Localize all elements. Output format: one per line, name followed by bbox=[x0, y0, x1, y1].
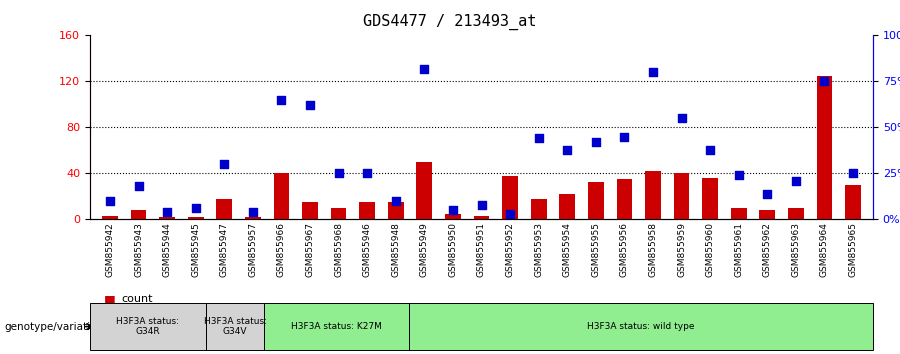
Text: percentile rank within the sample: percentile rank within the sample bbox=[122, 312, 310, 322]
Point bbox=[331, 171, 346, 176]
Bar bbox=[731, 208, 746, 219]
Point bbox=[160, 209, 175, 215]
Point bbox=[846, 171, 860, 176]
Point bbox=[732, 172, 746, 178]
Bar bbox=[702, 178, 718, 219]
Text: genotype/variation: genotype/variation bbox=[4, 321, 104, 332]
Bar bbox=[788, 208, 804, 219]
Bar bbox=[90, 303, 206, 350]
Bar bbox=[473, 216, 490, 219]
Bar bbox=[531, 199, 546, 219]
Point bbox=[503, 211, 517, 217]
Bar bbox=[188, 217, 203, 219]
Bar bbox=[560, 194, 575, 219]
Point bbox=[560, 147, 574, 152]
Bar bbox=[331, 208, 346, 219]
Point bbox=[131, 183, 146, 189]
Point bbox=[532, 136, 546, 141]
Text: H3F3A status:
G34V: H3F3A status: G34V bbox=[203, 317, 266, 336]
Bar bbox=[217, 199, 232, 219]
Bar bbox=[502, 176, 518, 219]
Point bbox=[246, 209, 260, 215]
Text: count: count bbox=[122, 294, 153, 304]
Point bbox=[674, 115, 688, 121]
Text: ■: ■ bbox=[104, 293, 115, 306]
Point bbox=[188, 206, 202, 211]
Point bbox=[646, 69, 661, 75]
Bar bbox=[616, 179, 632, 219]
Point bbox=[360, 171, 374, 176]
Bar bbox=[845, 185, 861, 219]
Bar bbox=[417, 162, 432, 219]
Point bbox=[589, 139, 603, 145]
Point bbox=[617, 134, 632, 139]
Bar bbox=[674, 173, 689, 219]
Bar bbox=[274, 173, 289, 219]
Point bbox=[274, 97, 289, 103]
Text: ■: ■ bbox=[104, 310, 115, 323]
Point bbox=[760, 191, 775, 196]
Bar bbox=[302, 202, 318, 219]
Bar bbox=[816, 76, 833, 219]
Bar bbox=[159, 217, 175, 219]
Bar bbox=[130, 210, 147, 219]
Point bbox=[103, 198, 117, 204]
Bar bbox=[245, 217, 261, 219]
Point bbox=[417, 66, 431, 72]
Text: H3F3A status: wild type: H3F3A status: wild type bbox=[587, 322, 695, 331]
Point bbox=[817, 79, 832, 84]
Bar bbox=[102, 216, 118, 219]
Bar bbox=[760, 210, 775, 219]
Point bbox=[302, 103, 317, 108]
Text: GDS4477 / 213493_at: GDS4477 / 213493_at bbox=[364, 14, 536, 30]
Bar bbox=[264, 303, 409, 350]
Point bbox=[788, 178, 803, 184]
Point bbox=[217, 161, 231, 167]
Point bbox=[446, 207, 460, 213]
Bar bbox=[359, 202, 375, 219]
Text: H3F3A status:
G34R: H3F3A status: G34R bbox=[116, 317, 179, 336]
Text: H3F3A status: K27M: H3F3A status: K27M bbox=[291, 322, 382, 331]
Bar bbox=[588, 182, 604, 219]
Bar bbox=[446, 214, 461, 219]
Point bbox=[389, 198, 403, 204]
Bar bbox=[409, 303, 873, 350]
Point bbox=[474, 202, 489, 207]
Bar bbox=[388, 202, 403, 219]
Point bbox=[703, 147, 717, 152]
Bar bbox=[645, 171, 661, 219]
Bar bbox=[206, 303, 264, 350]
